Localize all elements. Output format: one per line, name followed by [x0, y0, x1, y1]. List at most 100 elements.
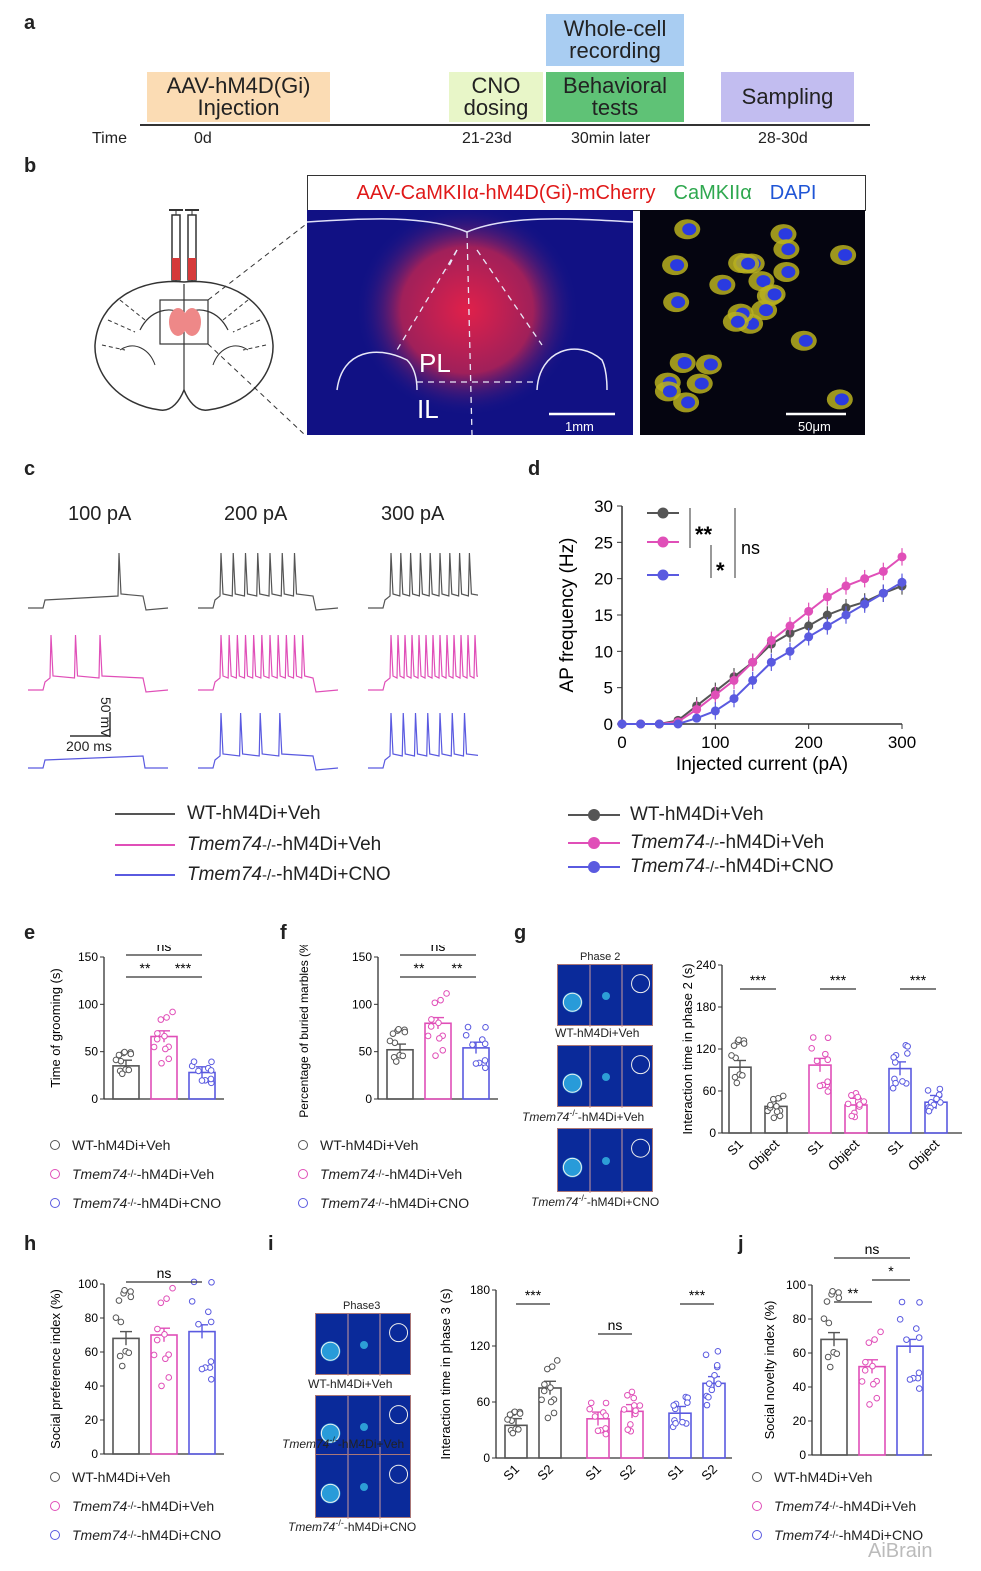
data-point — [873, 1394, 881, 1402]
legend-f-row-1: Tmem74 -/- -hM4Di+Veh — [298, 1166, 462, 1182]
legend-ko-name: Tmem74 — [774, 1527, 830, 1543]
data-point — [824, 1088, 832, 1095]
data-point — [835, 1294, 843, 1302]
stat-label: ** — [695, 522, 713, 547]
stat-label: ns — [608, 1317, 623, 1333]
data-point — [822, 621, 832, 631]
legend-ko-name: Tmem74 — [320, 1195, 376, 1211]
x-tick-label: S1 — [664, 1462, 686, 1484]
data-point — [541, 1381, 548, 1388]
data-point — [157, 1016, 165, 1023]
stat-label: ns — [741, 538, 760, 558]
data-point — [436, 1035, 443, 1042]
data-point — [153, 1035, 161, 1043]
title-green: CaMKIIα — [673, 181, 752, 204]
cell-nucleus — [834, 393, 849, 406]
data-point — [118, 1362, 126, 1370]
data-point — [115, 1051, 123, 1059]
x-tick-label: S1 — [500, 1462, 522, 1484]
cell-nucleus — [694, 377, 709, 390]
data-point — [125, 1349, 133, 1357]
y-tick-label: 20 — [594, 570, 613, 589]
stat-label: * — [716, 558, 725, 583]
data-point — [204, 1308, 212, 1316]
legend-ko-name: Tmem74 — [72, 1195, 128, 1211]
y-tick-label: 5 — [604, 679, 613, 698]
data-point — [117, 1318, 125, 1326]
cell-nucleus — [767, 288, 782, 301]
trace-row1-col1 — [198, 634, 339, 693]
region-il-label: IL — [417, 394, 439, 424]
legend-e-row-2: Tmem74 -/- -hM4Di+CNO — [50, 1195, 221, 1211]
scale-ms-label: 200 ms — [66, 738, 112, 754]
data-point — [162, 1045, 169, 1053]
data-point — [773, 1108, 781, 1116]
data-point — [813, 1057, 821, 1065]
legend-marker — [50, 1472, 60, 1482]
data-point — [169, 1284, 176, 1292]
inset-legend-dot — [657, 536, 669, 548]
data-point — [157, 1299, 165, 1307]
data-point — [602, 1399, 610, 1407]
data-point — [705, 1380, 713, 1387]
wholecell-label: Whole-cell recording — [563, 16, 667, 63]
data-point — [822, 1050, 829, 1058]
data-point — [602, 1412, 610, 1420]
panel-label-c: c — [24, 458, 36, 480]
data-point — [767, 1101, 774, 1109]
cell-nucleus — [681, 396, 696, 409]
stat-label: ** — [848, 1285, 859, 1301]
data-point — [482, 1023, 489, 1031]
legend-c-ko-sup: -/- — [261, 836, 277, 854]
scale-50um: 50μm — [798, 419, 831, 434]
data-point — [702, 1351, 710, 1359]
data-point — [628, 1388, 636, 1396]
cell-nucleus — [730, 315, 745, 328]
injection-box: AAV-hM4D(Gi) Injection — [147, 72, 330, 122]
legend-marker — [50, 1169, 60, 1179]
arena-i-ko-veh — [315, 1395, 411, 1458]
legend-d-wt: WT-hM4Di+Veh — [568, 804, 764, 826]
y-tick-label: 180 — [696, 1000, 716, 1014]
data-point — [158, 1382, 165, 1390]
phase2-title: Phase 2 — [580, 951, 621, 963]
y-tick-label: 240 — [696, 958, 716, 972]
y-axis-label: Time of grooming (s) — [48, 968, 63, 1087]
data-point — [163, 1295, 170, 1302]
data-point — [824, 1034, 832, 1042]
bar — [188, 1330, 216, 1455]
data-point — [903, 1336, 910, 1343]
data-point — [462, 1031, 470, 1039]
panel-label-d: d — [528, 458, 541, 480]
bar — [808, 1064, 832, 1134]
legend-marker — [50, 1140, 60, 1150]
y-tick-label: 100 — [78, 997, 98, 1011]
data-point — [711, 1371, 718, 1379]
data-point — [715, 1380, 722, 1388]
arena-g-wt — [557, 964, 653, 1027]
stat-label: ns — [157, 1270, 172, 1281]
x-tick-label: 300 — [888, 733, 916, 752]
data-point — [673, 719, 683, 729]
stat-label: ns — [865, 1241, 880, 1257]
data-point — [705, 1393, 712, 1401]
cell-nucleus — [717, 278, 732, 291]
arena-i-ko-cno-suffix: -hM4Di+CNO — [343, 1520, 417, 1534]
arena-g-ko-cno-label: Tmem74-/--hM4Di+CNO — [531, 1193, 659, 1209]
data-point — [198, 1365, 206, 1373]
arena-g-ko-cno-suffix: -hM4Di+CNO — [586, 1195, 660, 1209]
data-point — [195, 1320, 202, 1328]
data-point — [816, 1082, 824, 1090]
panel-label-g: g — [514, 922, 527, 944]
prefrontal-section-image: PL IL 1mm — [307, 210, 633, 435]
arena-g-ko-cno — [557, 1128, 653, 1193]
data-point — [116, 1352, 124, 1360]
data-point — [636, 719, 646, 729]
data-point — [848, 1092, 855, 1099]
arena-i-ko-name2: Tmem74 — [288, 1520, 336, 1534]
cell-nucleus — [798, 334, 813, 347]
data-point — [841, 610, 851, 620]
data-point — [630, 1394, 638, 1402]
